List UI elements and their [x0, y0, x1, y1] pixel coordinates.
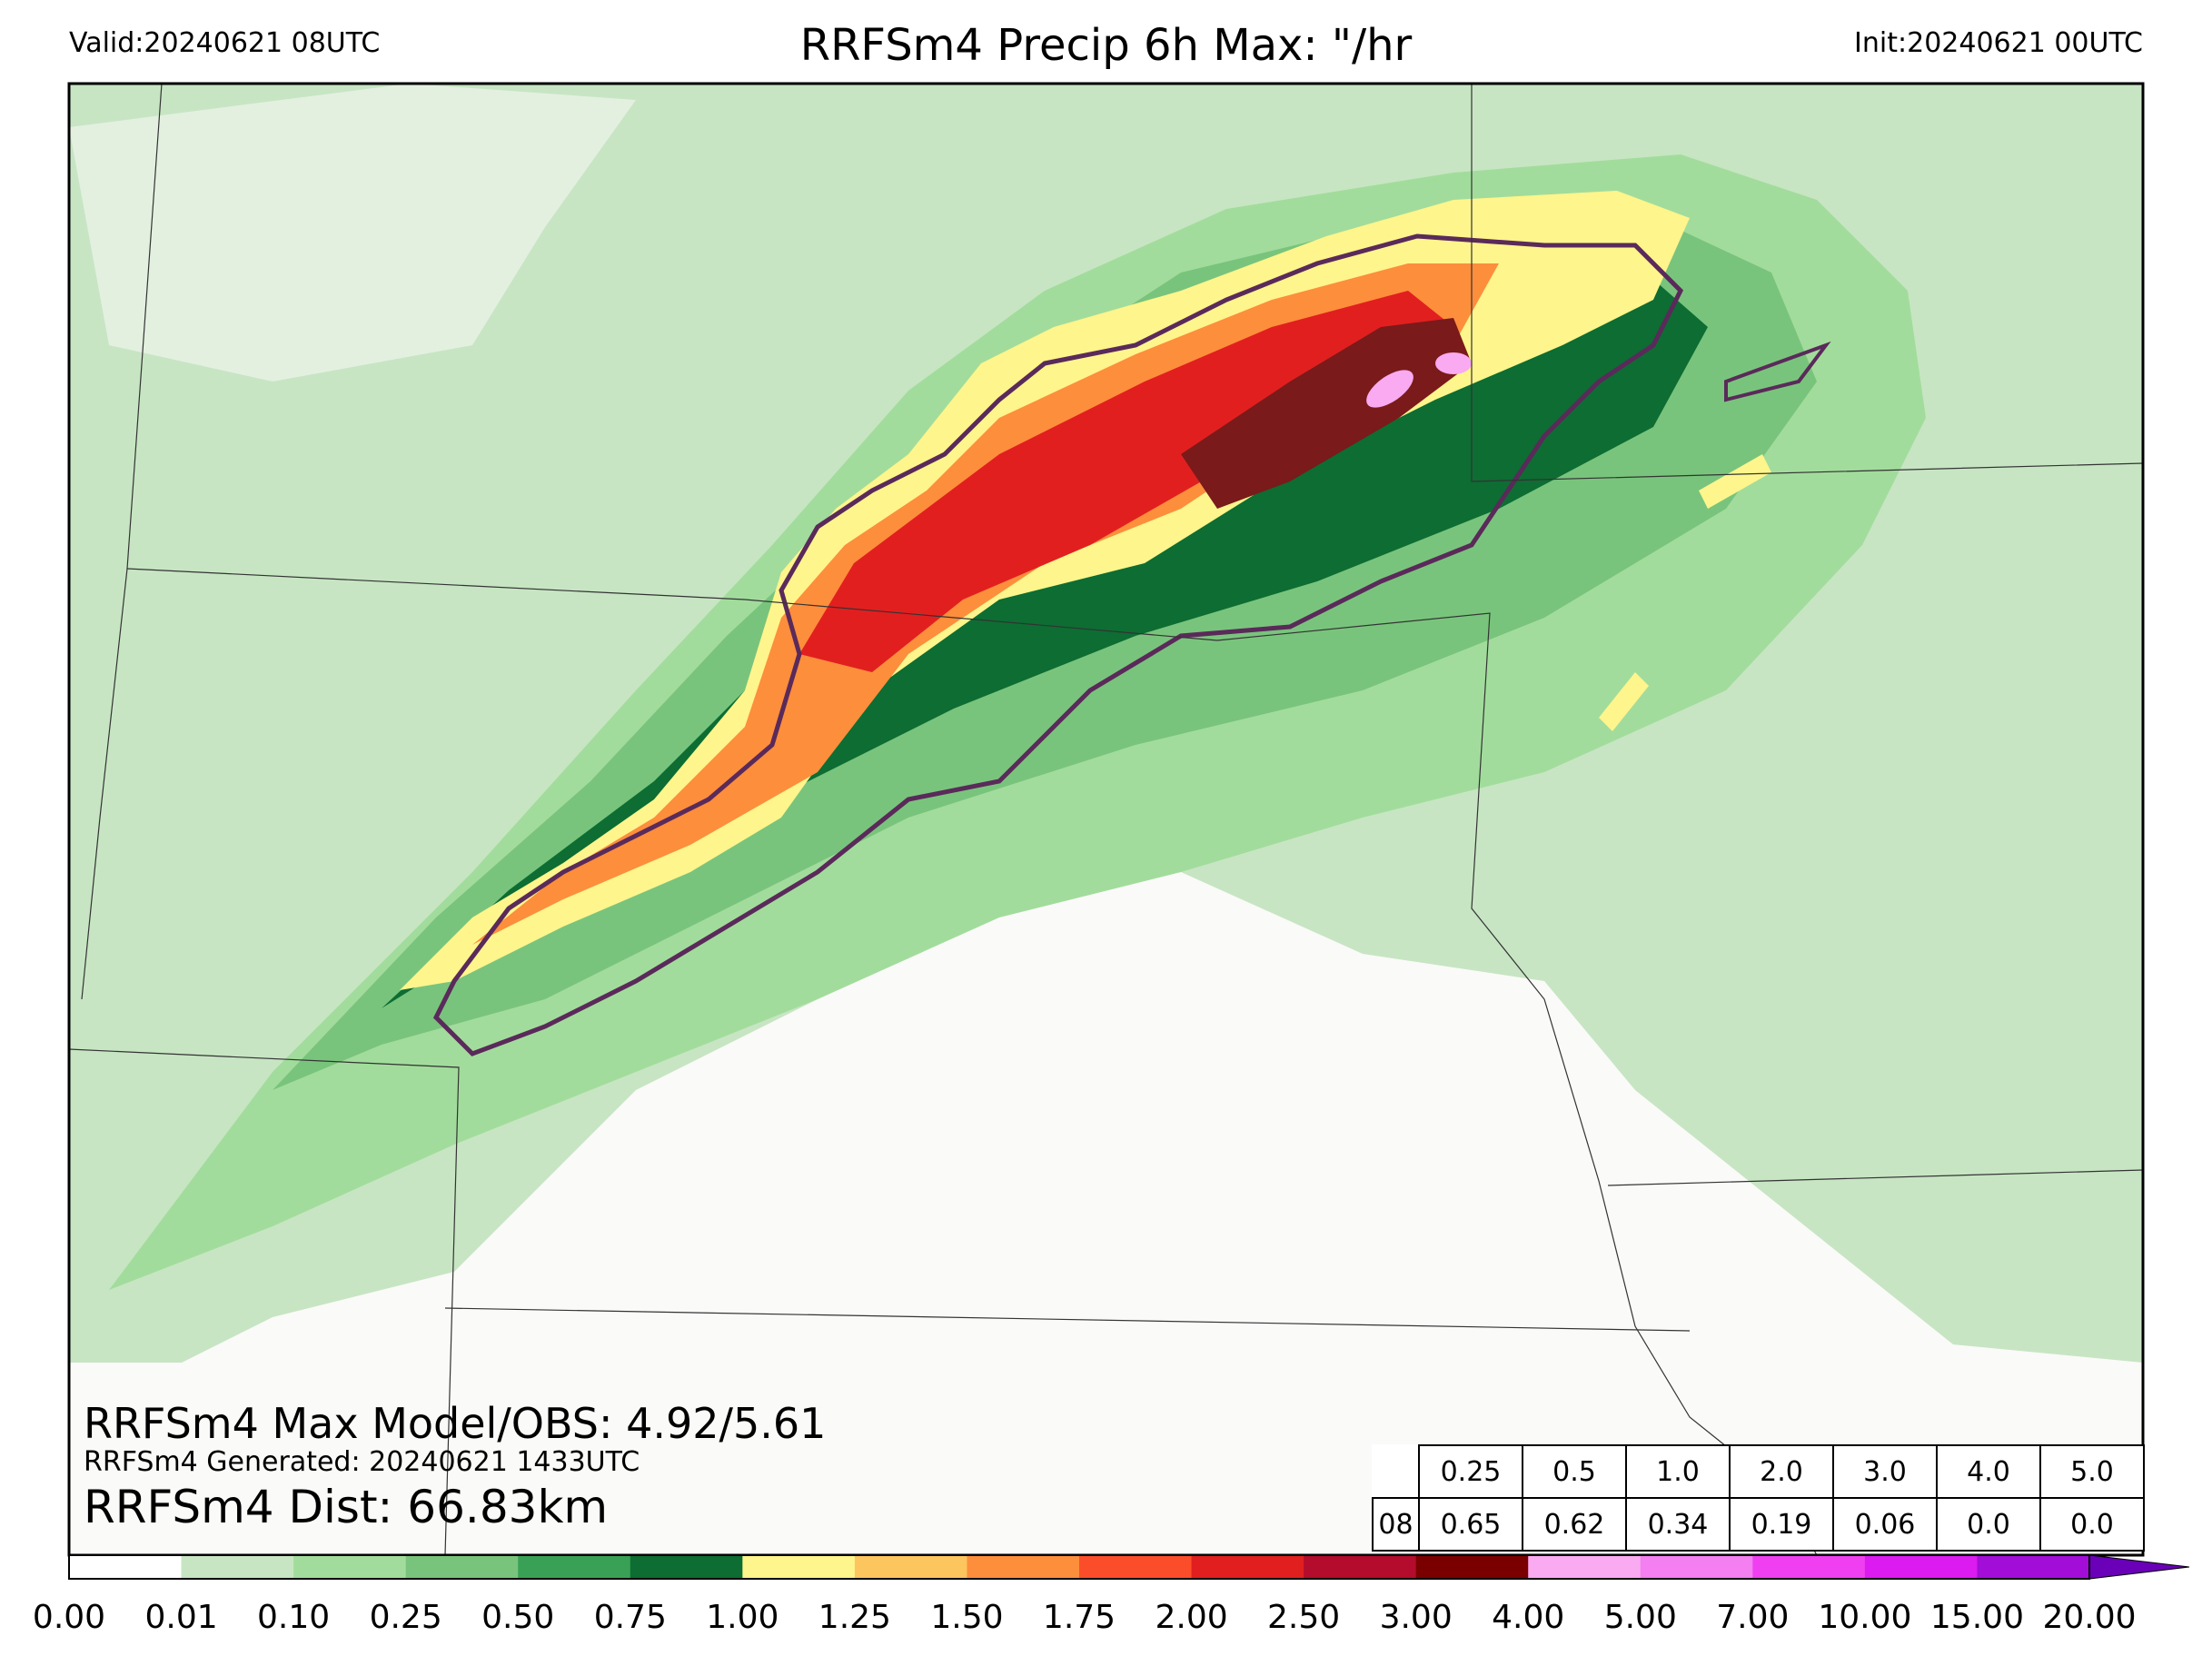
value-cell: 0.0 [2039, 1497, 2145, 1552]
value-cell: 0.0 [1936, 1497, 2041, 1552]
valid-time: Valid:20240621 08UTC [69, 27, 381, 59]
colorbar-segment [69, 1555, 183, 1579]
colorbar-tick-label: 15.00 [1929, 1599, 2024, 1636]
colorbar-segment [742, 1555, 856, 1579]
colorbar-tick-label: 4.00 [1492, 1599, 1565, 1636]
colorbar-tick-label: 0.10 [257, 1599, 331, 1636]
colorbar-tick-label: 5.00 [1603, 1599, 1677, 1636]
colorbar-tick-label: 0.01 [144, 1599, 218, 1636]
colorbar-frame [68, 1554, 2090, 1580]
obs-contour-small [1724, 341, 1831, 402]
value-row: 08 0.65 0.62 0.34 0.19 0.06 0.0 0.0 [1372, 1497, 2145, 1552]
value-cell: 0.34 [1625, 1497, 1731, 1552]
colorbar-segment [1415, 1555, 1529, 1579]
threshold-cell: 3.0 [1832, 1444, 1938, 1499]
generated-time: RRFSm4 Generated: 20240621 1433UTC [84, 1446, 640, 1478]
init-time: Init:20240621 00UTC [1854, 27, 2143, 59]
row-label: 08 [1372, 1497, 1420, 1552]
colorbar-tick-label: 7.00 [1716, 1599, 1790, 1636]
colorbar-segment [630, 1555, 743, 1579]
threshold-cell: 0.5 [1522, 1444, 1627, 1499]
colorbar-segment [293, 1555, 407, 1579]
colorbar-segment [854, 1555, 967, 1579]
colorbar-tick-label: 2.50 [1267, 1599, 1341, 1636]
colorbar-segment [405, 1555, 519, 1579]
threshold-table: 0.25 0.5 1.0 2.0 3.0 4.0 5.0 08 0.65 0.6… [1372, 1444, 2145, 1552]
state-borders [68, 83, 2144, 1556]
colorbar-segment [1640, 1555, 1753, 1579]
colorbar-tick-label: 3.00 [1379, 1599, 1453, 1636]
value-cell: 0.19 [1729, 1497, 1834, 1552]
colorbar [68, 1554, 2190, 1580]
threshold-cell: 4.0 [1936, 1444, 2041, 1499]
colorbar-tick-label: 1.25 [818, 1599, 891, 1636]
threshold-row: 0.25 0.5 1.0 2.0 3.0 4.0 5.0 [1373, 1444, 2145, 1499]
value-cell: 0.65 [1418, 1497, 1523, 1552]
colorbar-tick-label: 2.00 [1155, 1599, 1228, 1636]
colorbar-segment [1304, 1555, 1417, 1579]
colorbar-segment [1752, 1555, 1866, 1579]
colorbar-segment [1191, 1555, 1304, 1579]
colorbar-tick-label: 1.75 [1042, 1599, 1116, 1636]
threshold-cell: 0.25 [1418, 1444, 1523, 1499]
colorbar-tick-label: 20.00 [2042, 1599, 2137, 1636]
colorbar-tick-label: 0.00 [32, 1599, 106, 1636]
colorbar-segment [181, 1555, 294, 1579]
colorbar-segment [967, 1555, 1080, 1579]
obs-contour [432, 233, 1684, 1056]
threshold-cell: 2.0 [1729, 1444, 1834, 1499]
value-cell: 0.62 [1522, 1497, 1627, 1552]
threshold-cell: 5.0 [2039, 1444, 2145, 1499]
colorbar-segment [518, 1555, 631, 1579]
colorbar-tick-label: 0.50 [481, 1599, 555, 1636]
value-cell: 0.06 [1832, 1497, 1938, 1552]
colorbar-tick-label: 1.00 [706, 1599, 779, 1636]
colorbar-segment [1977, 1555, 2090, 1579]
colorbar-segment [1528, 1555, 1642, 1579]
threshold-cell: 1.0 [1625, 1444, 1731, 1499]
colorbar-extend-arrow [2088, 1554, 2190, 1580]
map-title: RRFSm4 Precip 6h Max: "/hr [799, 20, 1413, 71]
colorbar-tick-label: 0.75 [593, 1599, 667, 1636]
distance: RRFSm4 Dist: 66.83km [84, 1481, 609, 1533]
max-model-obs: RRFSm4 Max Model/OBS: 4.92/5.61 [84, 1399, 827, 1448]
colorbar-tick-label: 10.00 [1818, 1599, 1912, 1636]
colorbar-tick-label: 0.25 [369, 1599, 442, 1636]
colorbar-segment [1079, 1555, 1193, 1579]
colorbar-tick-label: 1.50 [930, 1599, 1004, 1636]
colorbar-segment [1864, 1555, 1978, 1579]
